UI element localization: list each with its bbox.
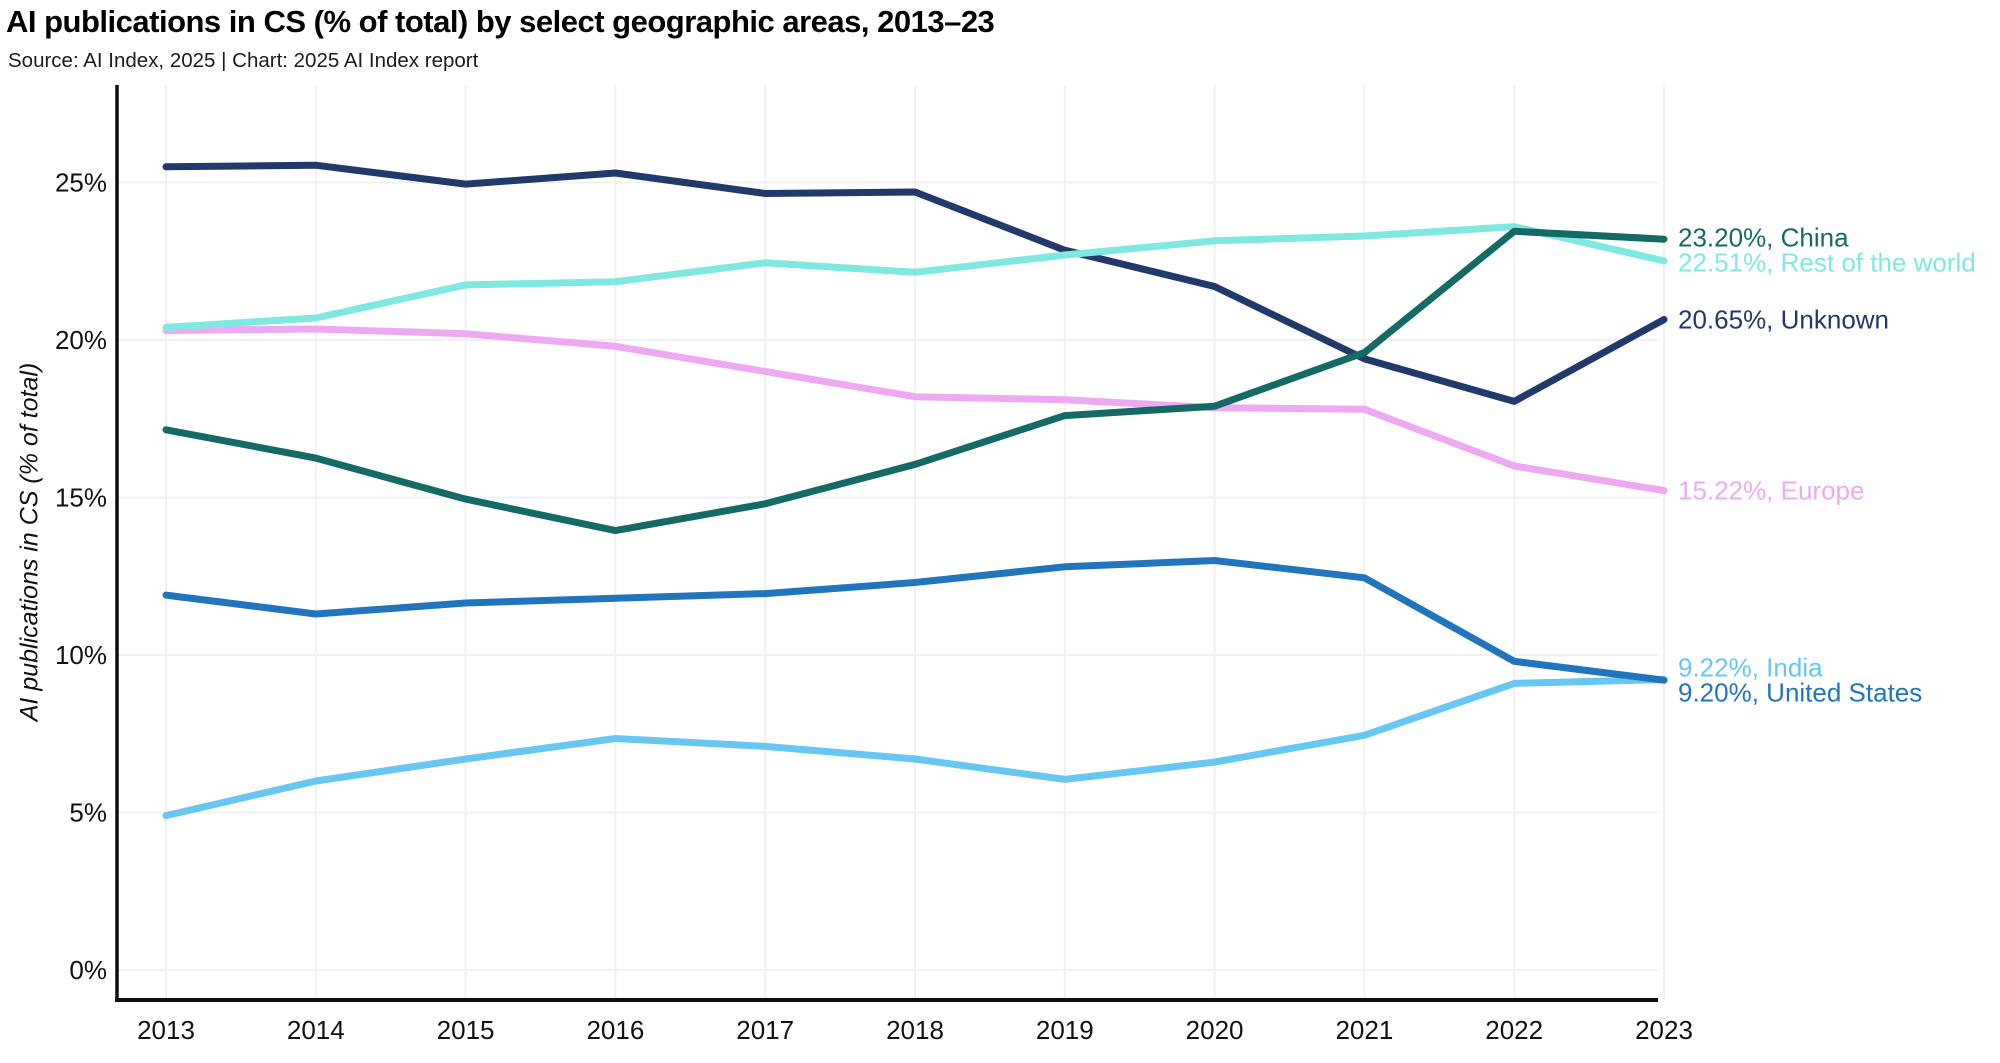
y-tick-label: 15% [55, 483, 107, 513]
end-label-india: 9.22%, India [1678, 652, 1823, 682]
y-tick-label: 5% [69, 798, 107, 828]
x-tick-label: 2023 [1635, 1015, 1693, 1045]
chart-title: AI publications in CS (% of total) by se… [6, 4, 995, 39]
end-label-rest-of-the-world: 22.51%, Rest of the world [1678, 248, 1976, 278]
y-tick-label: 0% [69, 955, 107, 985]
y-tick-label: 20% [55, 325, 107, 355]
x-tick-label: 2017 [736, 1015, 794, 1045]
y-tick-label: 25% [55, 168, 107, 198]
x-tick-label: 2018 [886, 1015, 944, 1045]
y-tick-label: 10% [55, 640, 107, 670]
x-tick-label: 2019 [1036, 1015, 1094, 1045]
x-tick-label: 2021 [1335, 1015, 1393, 1045]
chart-source-note: Source: AI Index, 2025 | Chart: 2025 AI … [8, 49, 479, 72]
x-tick-label: 2016 [586, 1015, 644, 1045]
series-line-rest-of-the-world [162, 223, 1668, 331]
end-label-united-states: 9.20%, United States [1678, 677, 1922, 707]
x-tick-label: 2022 [1485, 1015, 1543, 1045]
x-tick-label: 2015 [437, 1015, 495, 1045]
end-label-china: 23.20%, China [1678, 223, 1849, 253]
series-line-united-states [162, 557, 1668, 684]
x-tick-label: 2020 [1186, 1015, 1244, 1045]
series-line-china [162, 227, 1668, 535]
end-label-unknown: 20.65%, Unknown [1678, 305, 1889, 335]
end-label-europe: 15.22%, Europe [1678, 476, 1864, 506]
x-tick-label: 2014 [287, 1015, 345, 1045]
series-line-unknown [162, 161, 1668, 405]
series-line-india [162, 676, 1668, 820]
y-axis-title: AI publications in CS (% of total) [15, 362, 44, 722]
x-tick-label: 2013 [137, 1015, 195, 1045]
series-line-europe [162, 325, 1668, 495]
